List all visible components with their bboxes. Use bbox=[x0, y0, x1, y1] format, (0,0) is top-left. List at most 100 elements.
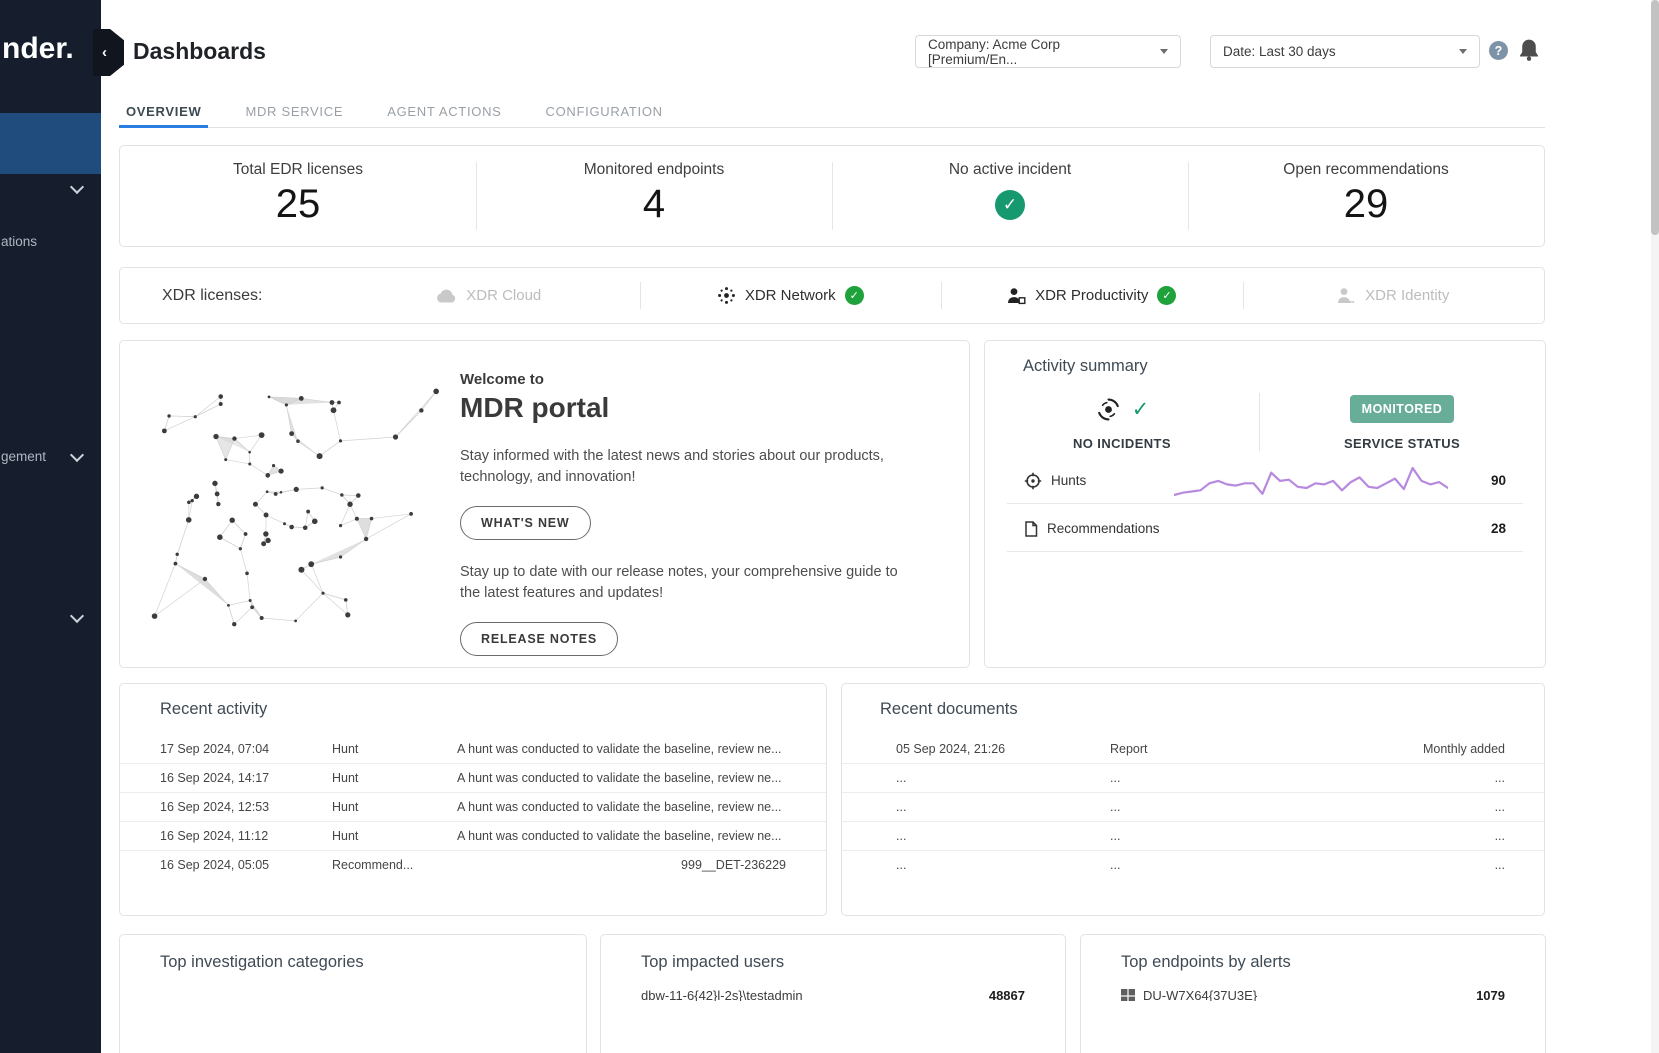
activity-date: 16 Sep 2024, 11:12 bbox=[160, 829, 269, 843]
chevron-left-icon: ‹ bbox=[102, 44, 107, 61]
card-title: Top impacted users bbox=[641, 953, 785, 971]
recent-documents-table: 05 Sep 2024, 21:26 Report Monthly added … bbox=[842, 734, 1544, 879]
endpoint-name: DU-W7X64{37U3E} bbox=[1143, 988, 1258, 1001]
welcome-title: MDR portal bbox=[460, 392, 610, 423]
top-endpoints-by-alerts-card: Top endpoints by alerts DU-W7X64{37U3E} … bbox=[1080, 934, 1546, 1053]
sidebar-item-management[interactable]: gement bbox=[1, 449, 47, 464]
document-date: ... bbox=[896, 858, 907, 872]
activity-description: A hunt was conducted to validate the bas… bbox=[457, 771, 782, 785]
date-filter-select[interactable]: Date: Last 30 days bbox=[1210, 35, 1480, 68]
sidebar-collapse-button[interactable]: ‹ bbox=[93, 29, 124, 76]
activity-reference: 999__DET-236229 bbox=[681, 858, 786, 872]
hunts-value: 90 bbox=[1490, 473, 1506, 488]
endpoint-row[interactable]: DU-W7X64{37U3E} 1079 bbox=[1121, 988, 1505, 1001]
tab-overview[interactable]: OVERVIEW bbox=[118, 96, 209, 128]
whats-new-button[interactable]: WHAT'S NEW bbox=[460, 506, 591, 541]
chevron-down-icon[interactable] bbox=[69, 179, 85, 195]
scrollbar-track bbox=[1651, 0, 1659, 1053]
service-status-block: MONITORED SERVICE STATUS bbox=[1259, 391, 1545, 463]
recent-activity-table: 17 Sep 2024, 07:04 Hunt A hunt was condu… bbox=[120, 734, 826, 879]
table-row[interactable]: ... ... ... bbox=[842, 763, 1544, 792]
stat-value: 25 bbox=[275, 182, 321, 226]
table-row[interactable]: 16 Sep 2024, 11:12 Hunt A hunt was condu… bbox=[120, 821, 826, 850]
help-button[interactable]: ? bbox=[1489, 41, 1508, 60]
hunts-row[interactable]: Hunts 90 bbox=[1007, 458, 1523, 504]
table-row[interactable]: 16 Sep 2024, 05:05 Recommend... 999__DET… bbox=[120, 850, 826, 879]
impacted-user-row[interactable]: dbw-11-6{42}l-2s}\testadmin 48867 bbox=[641, 988, 1025, 1001]
top-impacted-users-card: Top impacted users dbw-11-6{42}l-2s}\tes… bbox=[600, 934, 1066, 1053]
person-device-icon bbox=[1008, 287, 1026, 304]
person-dots-icon bbox=[1338, 287, 1355, 303]
check-circle-icon: ✓ bbox=[995, 190, 1025, 220]
activity-description: A hunt was conducted to validate the bas… bbox=[457, 800, 782, 814]
stat-label: No active incident bbox=[948, 161, 1072, 178]
document-icon bbox=[1025, 520, 1038, 537]
table-row[interactable]: ... ... ... bbox=[842, 792, 1544, 821]
stat-label: Open recommendations bbox=[1283, 161, 1449, 178]
table-row[interactable]: 17 Sep 2024, 07:04 Hunt A hunt was condu… bbox=[120, 734, 826, 763]
document-date: ... bbox=[896, 800, 907, 814]
tab-bar: OVERVIEW MDR SERVICE AGENT ACTIONS CONFI… bbox=[118, 96, 1545, 128]
monitored-badge: MONITORED bbox=[1349, 395, 1455, 423]
sidebar-item-active[interactable] bbox=[0, 113, 101, 174]
no-incidents-block: ✓ NO INCIDENTS bbox=[985, 391, 1259, 463]
service-status-label: SERVICE STATUS bbox=[1343, 436, 1461, 451]
cloud-icon bbox=[437, 289, 456, 302]
top-investigation-categories-card: Top investigation categories bbox=[119, 934, 587, 1053]
stat-monitored-endpoints: Monitored endpoints 4 bbox=[476, 146, 832, 246]
document-type: Report bbox=[1110, 741, 1148, 756]
activity-summary-card: Activity summary ✓ NO INCIDENTS bbox=[984, 340, 1546, 668]
table-row[interactable]: ... ... ... bbox=[842, 821, 1544, 850]
xdr-item-label: XDR Cloud bbox=[466, 287, 542, 304]
activity-date: 16 Sep 2024, 05:05 bbox=[160, 858, 270, 872]
activity-description: A hunt was conducted to validate the bas… bbox=[457, 741, 782, 756]
recommendations-label: Recommendations bbox=[1047, 521, 1160, 536]
stats-card: Total EDR licenses 25 Monitored endpoint… bbox=[119, 145, 1545, 247]
xdr-network-item: XDR Network ✓ bbox=[639, 268, 942, 323]
crosshair-icon bbox=[1024, 472, 1042, 489]
recommendations-row[interactable]: Recommendations 28 bbox=[1007, 506, 1523, 552]
chevron-down-icon[interactable] bbox=[69, 447, 85, 463]
tab-configuration[interactable]: CONFIGURATION bbox=[545, 104, 663, 119]
table-row[interactable]: 16 Sep 2024, 14:17 Hunt A hunt was condu… bbox=[120, 763, 826, 792]
activity-date: 16 Sep 2024, 12:53 bbox=[160, 800, 270, 814]
date-filter-value: Date: Last 30 days bbox=[1223, 44, 1336, 59]
tab-agent-actions[interactable]: AGENT ACTIONS bbox=[387, 104, 502, 119]
table-row[interactable]: 16 Sep 2024, 12:53 Hunt A hunt was condu… bbox=[120, 792, 826, 821]
document-note: ... bbox=[1494, 771, 1505, 785]
user-alert-count: 48867 bbox=[988, 988, 1025, 1001]
xdr-items: XDR Cloud XDR Network ✓ bbox=[338, 268, 1544, 323]
document-type: ... bbox=[1110, 858, 1121, 872]
incident-radar-icon bbox=[1097, 398, 1119, 420]
stat-label: Total EDR licenses bbox=[232, 161, 364, 178]
bell-icon bbox=[1520, 39, 1538, 61]
activity-date: 17 Sep 2024, 07:04 bbox=[160, 741, 270, 756]
activity-type: Hunt bbox=[332, 741, 359, 756]
page-title: Dashboards bbox=[133, 38, 266, 64]
activity-summary-title: Activity summary bbox=[1023, 357, 1148, 375]
tab-mdr-service[interactable]: MDR SERVICE bbox=[245, 104, 344, 119]
release-notes-button[interactable]: RELEASE NOTES bbox=[460, 622, 618, 657]
network-icon bbox=[717, 287, 735, 304]
notifications-button[interactable] bbox=[1518, 38, 1540, 62]
sidebar-item-recommendations[interactable]: ations bbox=[1, 234, 38, 249]
xdr-cloud-item: XDR Cloud bbox=[338, 268, 640, 323]
document-note: ... bbox=[1494, 829, 1505, 843]
activity-type: Recommend... bbox=[332, 858, 414, 872]
chevron-down-icon[interactable] bbox=[69, 608, 85, 624]
activity-type: Hunt bbox=[332, 829, 359, 843]
activity-type: Hunt bbox=[332, 771, 359, 785]
xdr-productivity-item: XDR Productivity ✓ bbox=[941, 268, 1243, 323]
stat-label: Monitored endpoints bbox=[583, 161, 725, 178]
windows-icon bbox=[1121, 989, 1135, 1001]
table-row[interactable]: 05 Sep 2024, 21:26 Report Monthly added bbox=[842, 734, 1544, 763]
card-title: Top endpoints by alerts bbox=[1121, 953, 1291, 971]
scrollbar-thumb[interactable] bbox=[1651, 0, 1659, 235]
document-note: ... bbox=[1494, 858, 1505, 872]
table-row[interactable]: ... ... ... bbox=[842, 850, 1544, 879]
endpoint-alert-count: 1079 bbox=[1476, 988, 1505, 1001]
recent-documents-card: Recent documents 05 Sep 2024, 21:26 Repo… bbox=[841, 683, 1545, 916]
check-circle-icon: ✓ bbox=[1157, 286, 1177, 305]
company-filter-select[interactable]: Company: Acme Corp [Premium/En... bbox=[915, 35, 1181, 68]
